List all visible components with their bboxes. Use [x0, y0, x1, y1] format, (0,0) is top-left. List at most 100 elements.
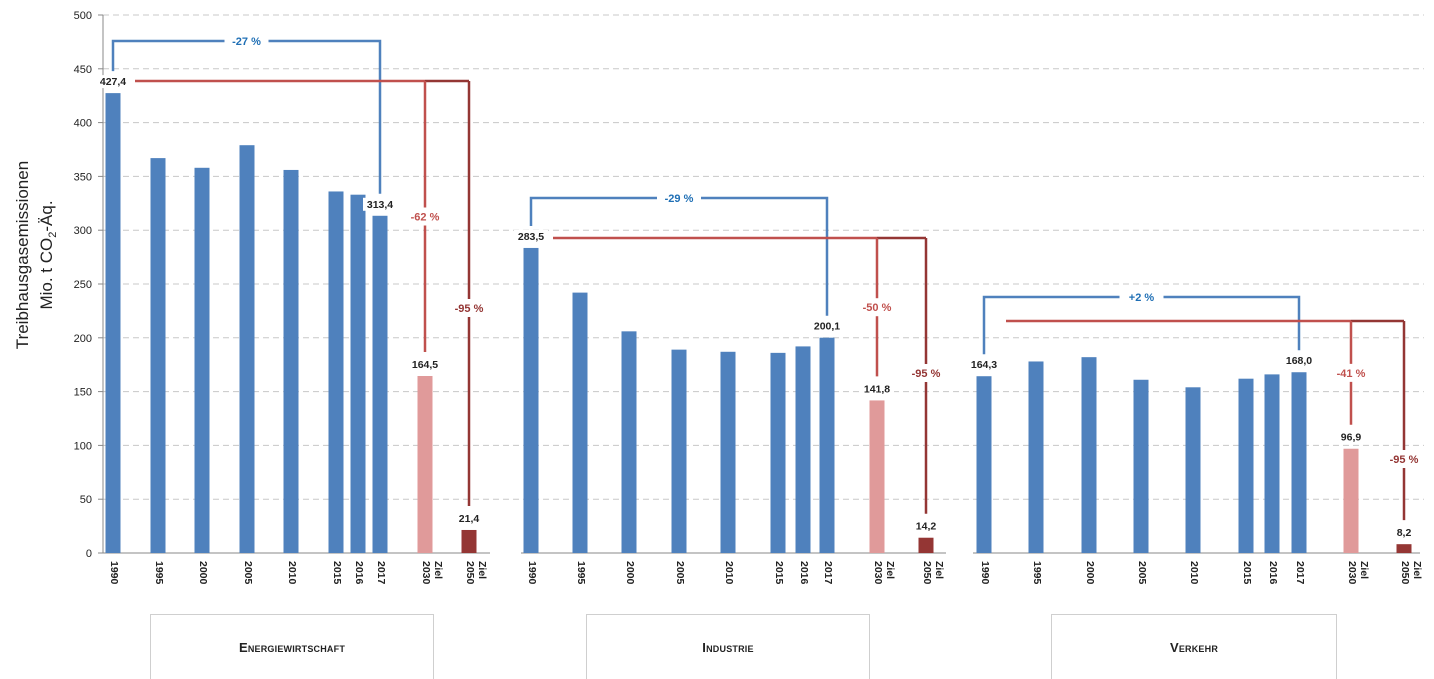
y-axis-title-line2: Mio. t CO2-Äq.	[37, 200, 59, 309]
bar-industrie-2015	[770, 352, 786, 553]
category-box-energiewirtschaft: Energiewirtschaft	[150, 614, 434, 679]
y-axis-title-line1: Treibhausgasemissionen	[13, 161, 32, 349]
x-tick-label-industrie-2005: 2005	[674, 561, 686, 585]
bars	[105, 93, 1412, 554]
change-label-2030-industrie: -50 %	[863, 302, 892, 314]
x-tick-label-energiewirtschaft-1990: 1990	[108, 561, 120, 585]
value-label-verkehr-2050: 8,2	[1397, 527, 1412, 539]
bar-energiewirtschaft-2000	[194, 167, 210, 554]
y-tick-label-400: 400	[74, 118, 92, 130]
x-tick-label-verkehr-1995: 1995	[1031, 561, 1043, 585]
x-tick-label-energiewirtschaft-2030: 2030	[420, 561, 432, 585]
category-label-industrie: Industrie	[702, 639, 754, 655]
x-tick-suffix-industrie-2050: Ziel	[933, 561, 945, 579]
y-tick-label-150: 150	[74, 387, 92, 399]
change-label-2017-verkehr: +2 %	[1129, 292, 1155, 304]
y-tick-label-200: 200	[74, 333, 92, 345]
bar-industrie-2010	[720, 351, 736, 553]
y-tick-label-300: 300	[74, 225, 92, 237]
bar-energiewirtschaft-1995	[150, 158, 166, 553]
bar-industrie-2030	[869, 400, 885, 553]
bracket-2050-label-bg-verkehr	[1384, 450, 1424, 468]
value-label-verkehr-2030: 96,9	[1341, 432, 1362, 444]
bar-industrie-2017	[819, 337, 835, 553]
value-label-bg-energiewirtschaft-2050	[452, 511, 486, 525]
x-tick-label-energiewirtschaft-2017: 2017	[375, 561, 387, 585]
bracket-2030-label-bg-industrie	[857, 298, 897, 317]
value-label-bg-industrie-1990	[514, 229, 548, 243]
y-tick-label-250: 250	[74, 279, 92, 291]
x-tick-label-industrie-1990: 1990	[526, 561, 538, 585]
value-label-bg-verkehr-2030	[1334, 430, 1368, 444]
bar-energiewirtschaft-2030	[417, 375, 433, 553]
change-label-2030-verkehr: -41 %	[1337, 368, 1366, 380]
value-label-industrie-1990: 283,5	[518, 231, 544, 243]
x-tick-label-industrie-2050: 2050	[921, 561, 933, 585]
value-label-bg-industrie-2050	[909, 519, 943, 533]
change-label-2050-industrie: -95 %	[912, 368, 941, 380]
x-tick-labels: 1990 1995 2000 2005 2010 2015 2016 2017 2030 Ziel…	[108, 561, 1423, 585]
x-tick-suffix-verkehr-2050: Ziel	[1411, 561, 1423, 579]
value-label-industrie-2050: 14,2	[916, 521, 937, 533]
bar-verkehr-2050	[1396, 544, 1412, 553]
x-tick-label-verkehr-2017: 2017	[1294, 561, 1306, 585]
bar-industrie-1995	[572, 292, 588, 553]
value-label-bg-energiewirtschaft-2017	[363, 197, 397, 211]
x-tick-label-verkehr-2005: 2005	[1136, 561, 1148, 585]
bar-industrie-2000	[621, 331, 637, 553]
x-tick-label-energiewirtschaft-2000: 2000	[197, 561, 209, 585]
x-tick-label-industrie-2010: 2010	[723, 561, 735, 585]
value-label-industrie-2017: 200,1	[814, 321, 840, 333]
x-tick-label-energiewirtschaft-2016: 2016	[353, 561, 365, 585]
x-tick-label-industrie-2017: 2017	[822, 561, 834, 585]
x-tick-label-verkehr-2000: 2000	[1084, 561, 1096, 585]
bar-energiewirtschaft-2010	[283, 169, 299, 553]
y-tick-label-50: 50	[80, 494, 92, 506]
bar-verkehr-2010	[1185, 387, 1201, 553]
y-tick-label-500: 500	[74, 10, 92, 22]
bar-energiewirtschaft-1990	[105, 93, 121, 553]
change-label-2030-energiewirtschaft: -62 %	[411, 211, 440, 223]
x-tick-label-energiewirtschaft-2015: 2015	[331, 561, 343, 585]
x-tick-label-energiewirtschaft-2010: 2010	[286, 561, 298, 585]
data-labels: -27 % -62 % -95 % 427,4 313,4 164,5 21,4 -29 % -…	[96, 36, 1421, 540]
value-label-bg-energiewirtschaft-2030	[408, 357, 442, 371]
bar-verkehr-2017	[1291, 372, 1307, 553]
bar-energiewirtschaft-2050	[461, 529, 477, 553]
bar-verkehr-2005	[1133, 379, 1149, 553]
x-tick-label-verkehr-2015: 2015	[1241, 561, 1253, 585]
bar-industrie-2005	[671, 349, 687, 553]
value-label-bg-energiewirtschaft-1990	[96, 75, 130, 89]
bar-verkehr-2030	[1343, 448, 1359, 553]
value-label-bg-industrie-2030	[860, 382, 894, 396]
bracket-2017-label-bg-energiewirtschaft	[224, 33, 269, 49]
value-label-bg-verkehr-2017	[1282, 354, 1316, 368]
x-tick-label-verkehr-1990: 1990	[979, 561, 991, 585]
value-label-verkehr-1990: 164,3	[971, 359, 997, 371]
bar-industrie-2050	[918, 537, 934, 553]
grid-lines	[103, 14, 1424, 500]
bracket-2050-label-bg-industrie	[906, 364, 946, 382]
bar-verkehr-2015	[1238, 378, 1254, 553]
value-label-bg-verkehr-1990	[967, 358, 1001, 372]
value-label-energiewirtschaft-2017: 313,4	[367, 199, 393, 211]
value-label-verkehr-2017: 168,0	[1286, 355, 1312, 367]
bar-verkehr-2016	[1264, 374, 1280, 553]
bar-energiewirtschaft-2017	[372, 215, 388, 553]
category-box-verkehr: Verkehr	[1051, 614, 1337, 679]
bar-energiewirtschaft-2015	[328, 191, 344, 554]
x-tick-suffix-energiewirtschaft-2050: Ziel	[476, 561, 488, 579]
bracket-2017-label-bg-verkehr	[1119, 289, 1164, 305]
y-axis: 0 50 100 150 200 250 300 350 400 450 500	[74, 10, 1420, 560]
y-tick-label-0: 0	[86, 548, 92, 560]
y-tick-label-450: 450	[74, 64, 92, 76]
category-label-verkehr: Verkehr	[1169, 639, 1219, 655]
bar-industrie-2016	[795, 346, 811, 553]
bar-verkehr-1995	[1028, 361, 1044, 553]
x-tick-label-energiewirtschaft-2005: 2005	[242, 561, 254, 585]
x-tick-label-energiewirtschaft-1995: 1995	[153, 561, 165, 585]
x-tick-suffix-industrie-2030: Ziel	[884, 561, 896, 579]
change-brackets	[111, 33, 1424, 521]
bracket-2017-label-bg-industrie	[657, 190, 701, 206]
